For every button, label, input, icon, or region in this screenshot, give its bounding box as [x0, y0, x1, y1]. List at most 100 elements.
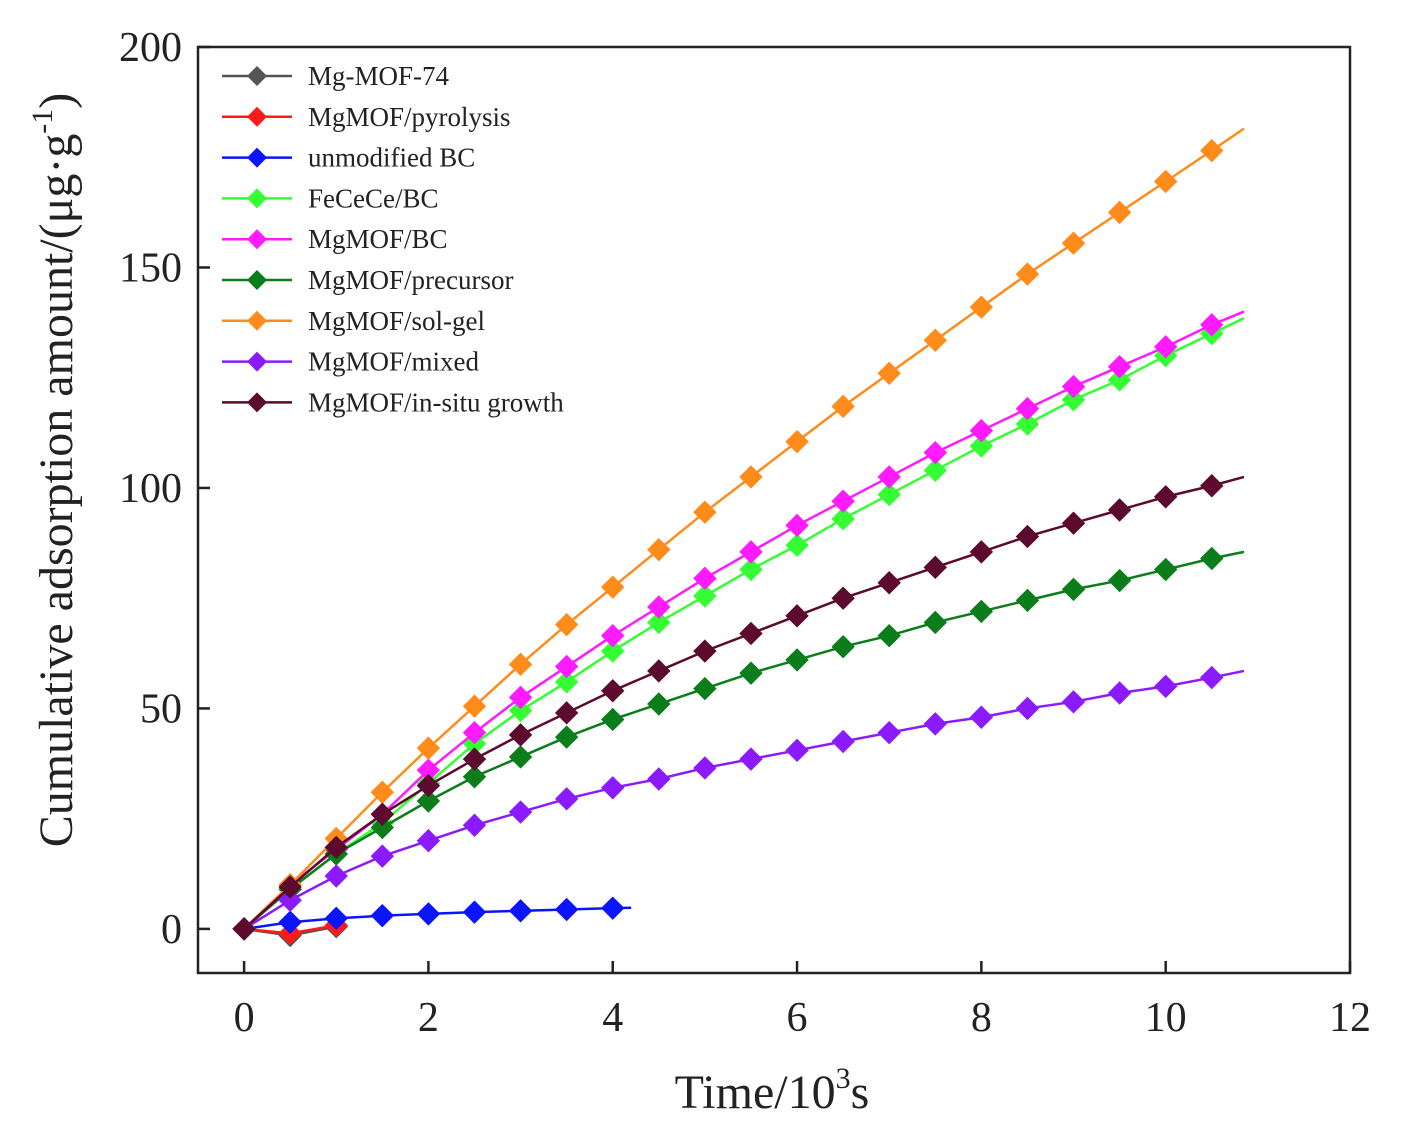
data-point: [462, 813, 487, 837]
data-point: [508, 800, 533, 824]
data-point: [1107, 354, 1132, 379]
legend-marker: [247, 66, 267, 86]
legend-marker: [247, 351, 267, 372]
data-point: [647, 767, 671, 791]
data-point: [462, 747, 487, 771]
legend: Mg-MOF-74 MgMOF/pyrolysis unmodified BC FeC…: [222, 61, 564, 417]
legend-item: MgMOF/pyrolysis: [222, 102, 511, 132]
data-point: [554, 725, 579, 749]
series-line: [243, 906, 632, 931]
data-point: [1015, 412, 1040, 436]
data-point: [601, 623, 625, 648]
legend-item: MgMOF/in-situ growth: [222, 387, 564, 417]
x-tick-label: 0: [234, 995, 255, 1041]
data-point: [370, 815, 395, 840]
data-point: [739, 465, 763, 489]
y-tick-label: 100: [119, 466, 182, 512]
y-tick-label: 0: [161, 907, 182, 953]
data-point: [462, 900, 487, 924]
data-point: [462, 765, 487, 789]
legend-label: FeCeCe/BC: [308, 183, 439, 213]
legend-marker: [247, 106, 267, 127]
data-point: [923, 555, 947, 580]
data-point: [416, 902, 441, 926]
data-point: [278, 875, 302, 899]
data-point: [1153, 169, 1178, 194]
data-point: [462, 694, 487, 718]
data-point: [969, 540, 994, 564]
series-mgmof-precursor: [232, 546, 1245, 941]
legend-item: unmodified BC: [222, 143, 475, 173]
data-point: [923, 440, 947, 465]
data-point: [554, 612, 579, 637]
x-tick-label: 6: [787, 995, 808, 1041]
data-point: [508, 723, 533, 747]
data-point: [831, 489, 855, 513]
data-point: [1200, 313, 1224, 337]
data-point: [1061, 374, 1086, 399]
data-point: [1061, 690, 1086, 714]
data-point: [969, 434, 994, 458]
data-point: [1200, 138, 1224, 163]
series-mgmof-mixed: [232, 665, 1245, 941]
data-point: [647, 610, 671, 635]
legend-marker: [247, 188, 267, 209]
data-point: [831, 634, 855, 659]
data-point: [647, 595, 671, 619]
series-mgmof-sol-gel: [232, 127, 1245, 941]
data-point: [1061, 231, 1086, 255]
y-tick-label: 50: [140, 686, 182, 732]
x-tick-label: 10: [1145, 995, 1187, 1041]
data-point: [1061, 577, 1086, 602]
data-point: [508, 698, 533, 723]
legend-item: FeCeCe/BC: [222, 183, 439, 213]
data-point: [554, 787, 579, 811]
data-point: [785, 513, 809, 538]
data-point: [370, 903, 395, 928]
data-point: [324, 906, 348, 931]
series-line: [243, 550, 1245, 930]
data-point: [1200, 665, 1224, 690]
data-point: [508, 685, 533, 710]
legend-marker: [247, 392, 267, 413]
data-point: [785, 429, 809, 454]
legend-label: unmodified BC: [308, 143, 475, 173]
legend-item: MgMOF/sol-gel: [222, 306, 485, 336]
data-point: [416, 773, 441, 798]
legend-item: MgMOF/mixed: [222, 347, 480, 377]
data-point: [831, 394, 855, 419]
data-point: [739, 661, 763, 685]
legend-label: Mg-MOF-74: [308, 61, 450, 91]
data-point: [554, 654, 579, 679]
data-point: [647, 537, 671, 562]
data-point: [1107, 200, 1132, 225]
data-point: [1200, 474, 1224, 498]
series-line: [243, 669, 1245, 930]
data-point: [693, 639, 717, 663]
data-point: [601, 776, 625, 800]
data-point: [462, 720, 487, 745]
data-point: [739, 540, 763, 564]
data-point: [693, 676, 717, 701]
data-point: [508, 899, 533, 923]
data-point: [324, 835, 348, 860]
legend-label: MgMOF/BC: [308, 224, 448, 254]
data-point: [785, 533, 809, 557]
data-point: [1015, 396, 1040, 421]
data-point: [877, 571, 901, 595]
data-point: [969, 295, 994, 319]
data-point: [601, 639, 625, 663]
legend-marker: [247, 147, 267, 168]
data-point: [693, 584, 717, 608]
data-point: [1015, 524, 1040, 549]
data-point: [1061, 511, 1086, 535]
data-point: [370, 802, 395, 826]
data-point: [1153, 485, 1178, 509]
data-point: [785, 738, 809, 763]
data-point: [739, 747, 763, 771]
data-point: [877, 465, 901, 489]
data-point: [693, 756, 717, 780]
data-point: [969, 705, 994, 729]
legend-label: MgMOF/sol-gel: [308, 306, 485, 336]
